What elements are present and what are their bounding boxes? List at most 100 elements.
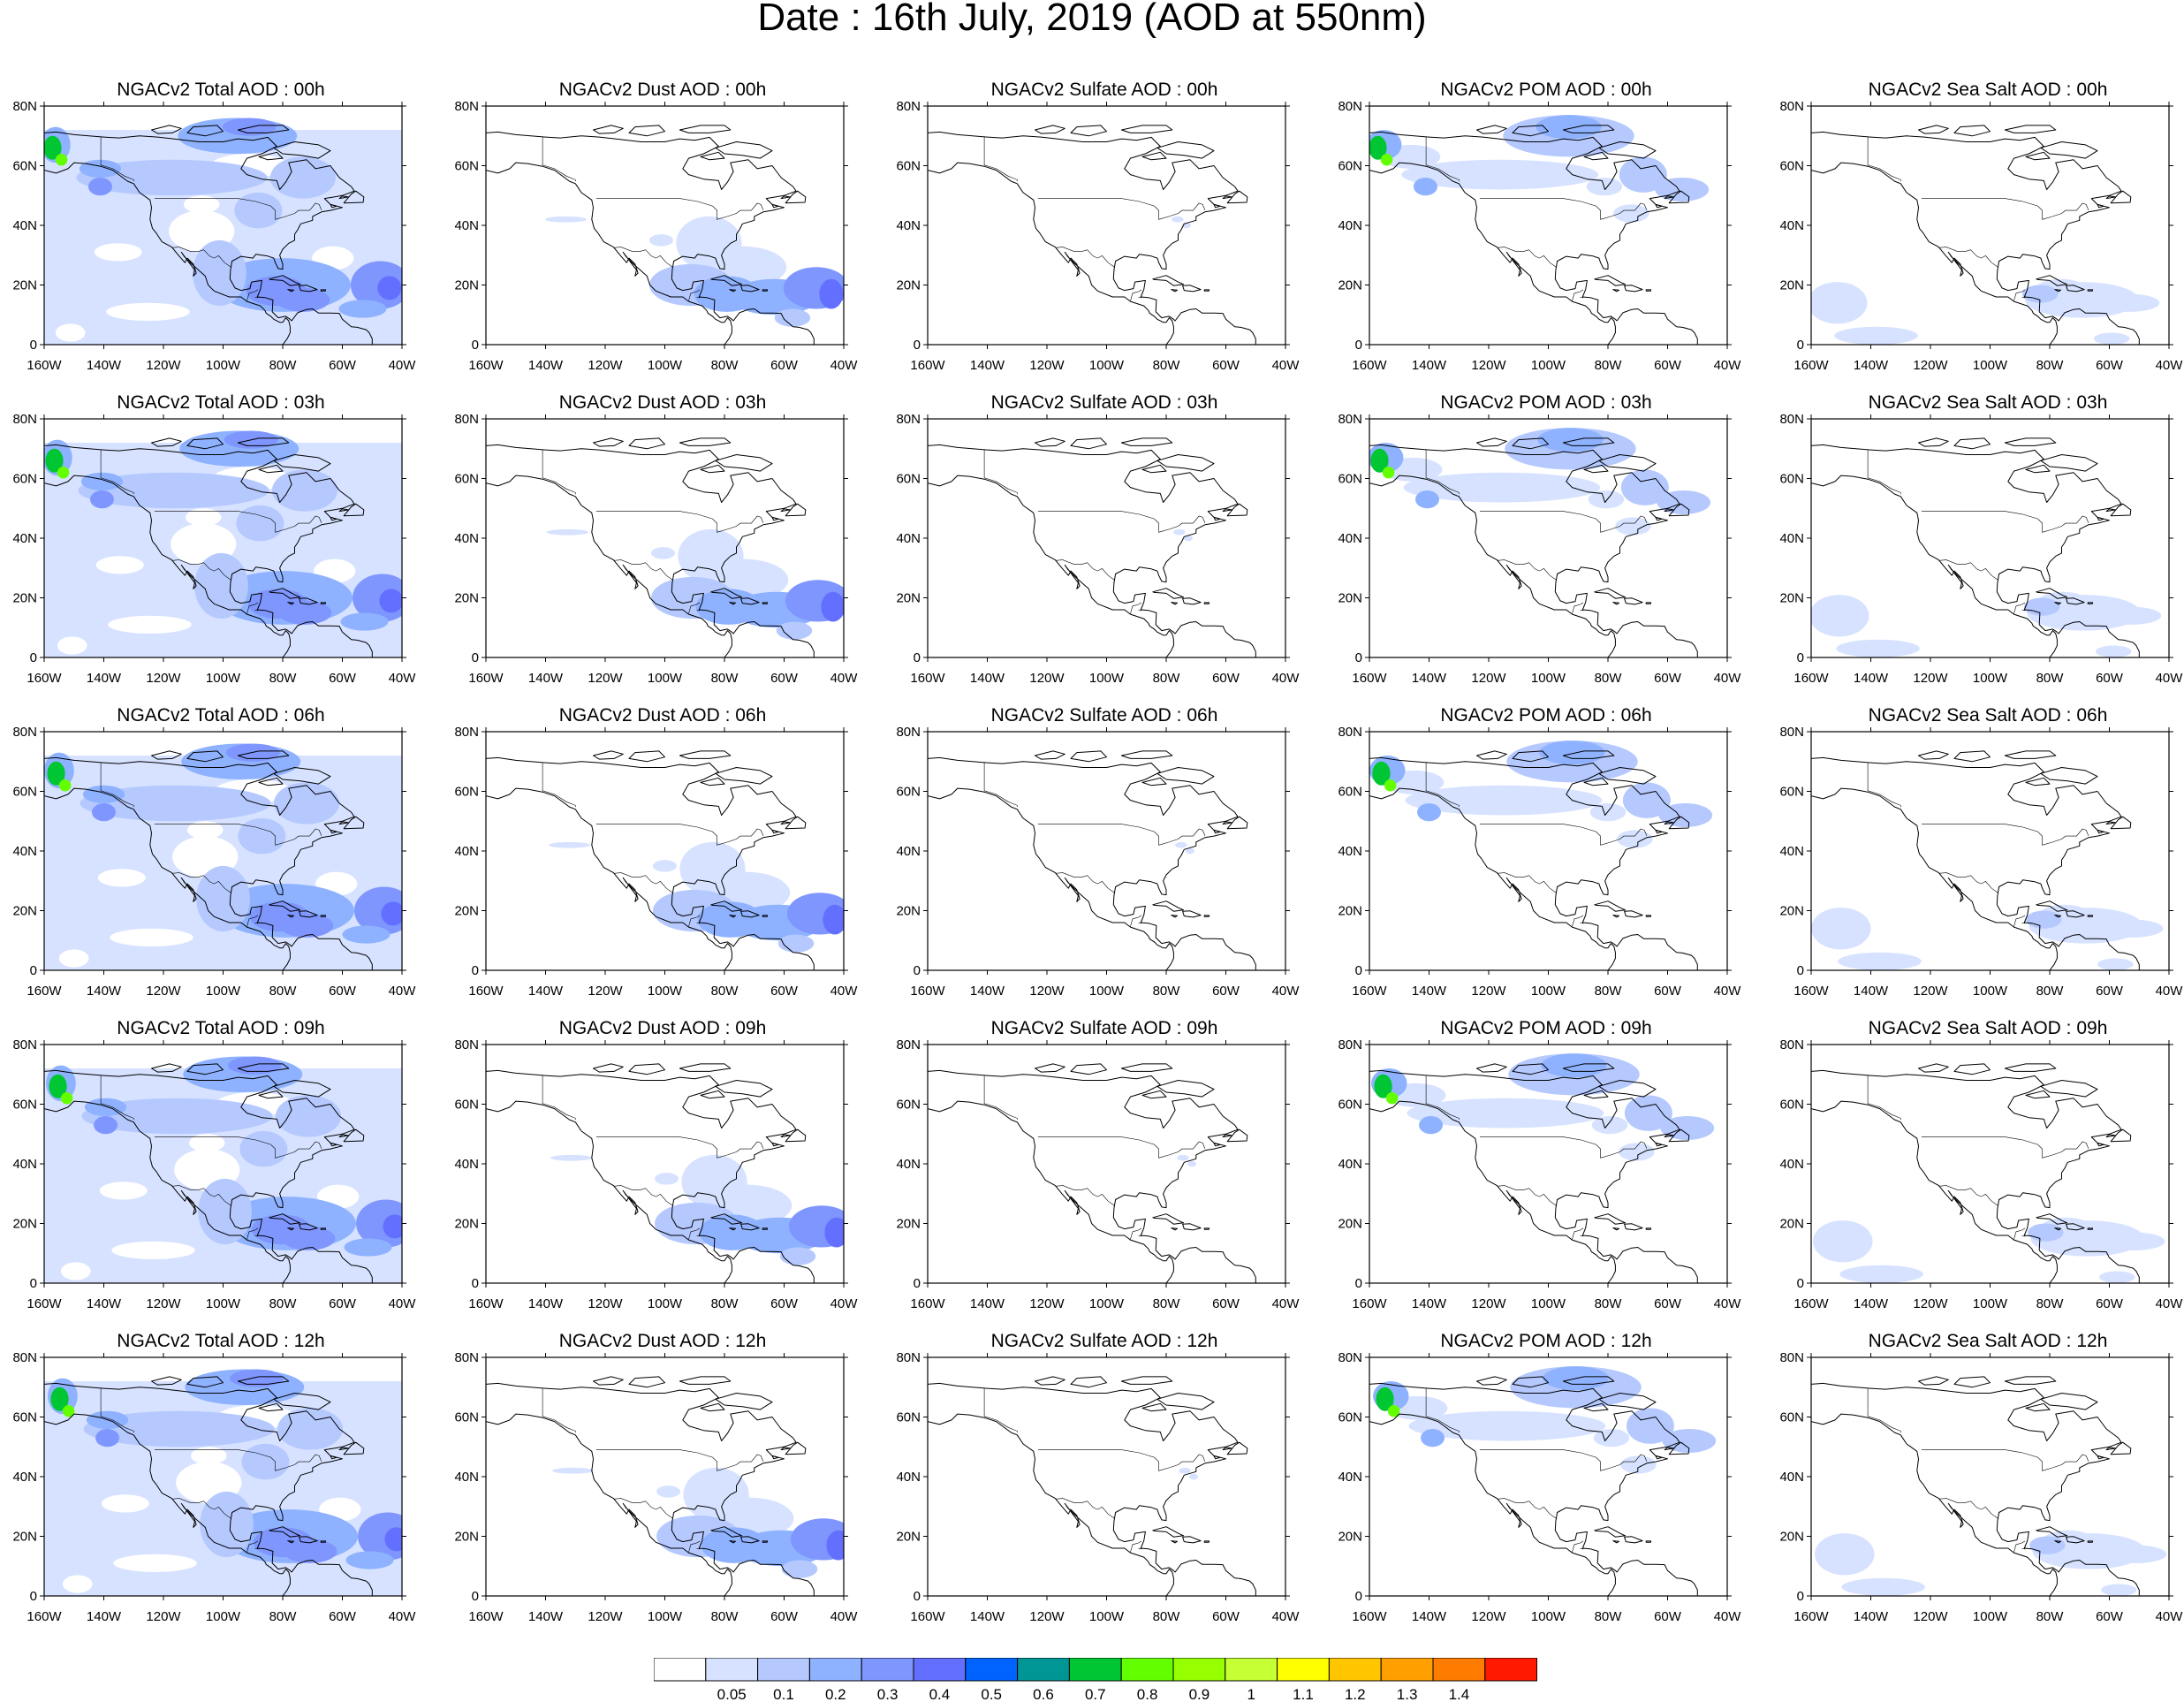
aod-map: 80N 60N 40N 20N 0 160W 140W 120W 100W 80W 60W 40W (454, 725, 858, 999)
coastlines (1811, 1376, 2140, 1596)
lon-tick-label: 100W (1531, 984, 1566, 999)
lon-tick-label: 100W (206, 671, 241, 686)
aod-plume (1815, 1533, 1875, 1576)
coastlines (44, 1063, 373, 1283)
aod-map: 80N 60N 40N 20N 0 160W 140W 120W 100W 80W 60W 40W (896, 412, 1300, 686)
aod-low-area (108, 615, 192, 634)
lat-tick-label: 40N (454, 531, 479, 546)
coastlines (1811, 125, 2140, 345)
lon-tick-label: 140W (970, 1296, 1005, 1311)
colorbar-box (1172, 1658, 1226, 1682)
panel-title: NGACv2 Dust AOD : 03h (558, 392, 767, 413)
aod-plume (1613, 204, 1649, 223)
aod-low-area (110, 928, 193, 946)
country-borders (542, 763, 764, 927)
panel-title: NGACv2 Sea Salt AOD : 09h (1868, 1018, 2108, 1038)
aod-plume (60, 1092, 73, 1105)
aod-plume (2097, 958, 2134, 970)
lat-tick-label: 0 (472, 1276, 479, 1291)
lat-tick-label: 40N (12, 844, 37, 859)
lat-tick-label: 80N (12, 725, 37, 740)
panel-title: NGACv2 Sea Salt AOD : 03h (1868, 392, 2108, 413)
lat-tick-label: 20N (1779, 591, 1804, 606)
aod-plume (1414, 490, 1439, 509)
lat-tick-label: 0 (472, 650, 479, 665)
map-panel-dust: NGACv2 Dust AOD : 00h 80N 60N 40N 20N 0 160W 14… (442, 80, 883, 389)
lon-tick-label: 140W (1412, 1296, 1447, 1311)
aod-plume (76, 159, 268, 196)
lon-tick-label: 140W (970, 671, 1005, 686)
lon-tick-label: 140W (87, 984, 122, 999)
colorbar-box (1432, 1658, 1486, 1682)
aod-plume (2021, 285, 2059, 303)
lat-tick-label: 60N (896, 1098, 921, 1113)
lat-tick-label: 20N (1338, 904, 1362, 919)
lat-tick-label: 60N (1779, 472, 1804, 487)
aod-plume (2029, 1536, 2066, 1554)
lat-tick-label: 40N (12, 1157, 37, 1172)
aod-low-area (97, 869, 146, 887)
aod-map: 80N 60N 40N 20N 0 160W 140W 120W 100W 80W 60W 40W (1779, 1037, 2183, 1311)
lon-tick-label: 120W (588, 1296, 623, 1311)
country-borders (542, 1075, 764, 1240)
aod-plume (1619, 1143, 1655, 1161)
aod-plume (1811, 908, 1871, 950)
lat-tick-label: 80N (896, 412, 921, 427)
lon-tick-label: 60W (1654, 358, 1682, 373)
aod-plume (544, 216, 588, 223)
panel-title: NGACv2 Sulfate AOD : 06h (990, 705, 1218, 726)
aod-map: 80N 60N 40N 20N 0 160W 140W 120W 100W 80W 60W 40W (1338, 412, 1741, 686)
aod-plume (788, 1205, 844, 1248)
lat-tick-label: 20N (896, 591, 921, 606)
lat-tick-label: 0 (30, 963, 37, 978)
country-borders (983, 763, 1206, 927)
lat-tick-label: 20N (1338, 1530, 1362, 1545)
lat-tick-label: 60N (12, 1410, 37, 1425)
lat-tick-label: 20N (12, 591, 37, 606)
lon-tick-label: 160W (910, 1609, 945, 1624)
country-borders (1425, 763, 1648, 927)
lon-tick-label: 80W (2036, 671, 2065, 686)
colorbar-box (1380, 1658, 1434, 1682)
lat-tick-label: 80N (454, 1350, 479, 1365)
lon-tick-label: 140W (1854, 1609, 1889, 1624)
lat-tick-label: 60N (1779, 1410, 1804, 1425)
lat-tick-label: 60N (896, 785, 921, 800)
aod-plume (78, 472, 269, 509)
lat-tick-label: 60N (454, 472, 479, 487)
aod-map: 80N 60N 40N 20N 0 160W 140W 120W 100W 80W 60W 40W (454, 1037, 858, 1311)
lon-tick-label: 80W (1153, 671, 1181, 686)
aod-plume (82, 785, 125, 803)
aod-plume (1403, 472, 1601, 503)
lon-tick-label: 140W (970, 1609, 1005, 1624)
aod-plume (550, 1154, 593, 1161)
colorbar-label: 0.9 (1189, 1686, 1210, 1702)
lat-tick-label: 40N (1338, 531, 1362, 546)
aod-plume (384, 1527, 402, 1552)
aod-plume (1536, 115, 1602, 140)
lon-tick-label: 60W (1654, 1296, 1682, 1311)
lat-tick-label: 40N (896, 844, 921, 859)
aod-plume (2101, 1584, 2137, 1596)
lat-tick-label: 20N (454, 1530, 479, 1545)
panel-title: NGACv2 Dust AOD : 06h (558, 705, 767, 726)
lon-tick-label: 140W (87, 1609, 122, 1624)
lon-tick-label: 120W (1029, 358, 1065, 373)
lon-tick-label: 80W (269, 1609, 298, 1624)
panel-title: NGACv2 POM AOD : 03h (1440, 392, 1652, 413)
aod-map: 80N 60N 40N 20N 0 160W 140W 120W 100W 80W 60W 40W (12, 1350, 416, 1624)
panel-title: NGACv2 Sulfate AOD : 03h (990, 392, 1218, 413)
lon-tick-label: 60W (1654, 1609, 1682, 1624)
colorbar-box (705, 1658, 759, 1682)
lon-tick-label: 140W (87, 671, 122, 686)
lon-tick-label: 160W (27, 358, 62, 373)
aod-plume (1620, 469, 1669, 505)
lon-tick-label: 40W (2156, 1609, 2184, 1624)
aod-plume (1385, 1092, 1399, 1105)
lon-tick-label: 140W (528, 358, 564, 373)
aod-plume (57, 467, 70, 479)
aod-plume (377, 276, 402, 300)
coastlines (1811, 1063, 2140, 1283)
lat-tick-label: 60N (12, 472, 37, 487)
country-borders (1867, 450, 2089, 614)
